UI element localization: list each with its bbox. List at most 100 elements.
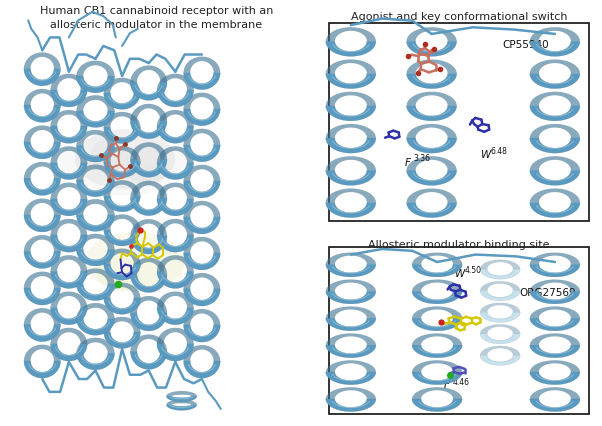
Polygon shape xyxy=(157,199,194,216)
Polygon shape xyxy=(406,106,457,121)
Polygon shape xyxy=(406,74,457,89)
Polygon shape xyxy=(326,345,376,358)
Polygon shape xyxy=(530,345,580,358)
Polygon shape xyxy=(104,215,140,230)
Polygon shape xyxy=(104,78,140,94)
Polygon shape xyxy=(326,291,376,304)
Polygon shape xyxy=(406,125,457,139)
Polygon shape xyxy=(76,284,114,301)
Ellipse shape xyxy=(84,232,185,292)
Polygon shape xyxy=(530,265,580,277)
Polygon shape xyxy=(24,53,61,69)
Polygon shape xyxy=(406,157,457,171)
Polygon shape xyxy=(104,181,140,196)
Ellipse shape xyxy=(75,130,175,190)
Polygon shape xyxy=(406,203,457,218)
Polygon shape xyxy=(51,163,87,180)
Polygon shape xyxy=(51,235,87,253)
Polygon shape xyxy=(530,139,580,154)
Polygon shape xyxy=(76,234,114,250)
Polygon shape xyxy=(326,74,376,89)
Polygon shape xyxy=(406,139,457,154)
Polygon shape xyxy=(51,127,87,144)
Polygon shape xyxy=(76,303,114,319)
Polygon shape xyxy=(412,334,462,345)
Polygon shape xyxy=(406,171,457,186)
Polygon shape xyxy=(530,125,580,139)
Polygon shape xyxy=(406,60,457,74)
Polygon shape xyxy=(184,345,220,361)
Polygon shape xyxy=(131,258,167,275)
Polygon shape xyxy=(406,92,457,106)
Polygon shape xyxy=(412,345,462,358)
Polygon shape xyxy=(157,256,194,272)
Text: Allosteric modulator binding site: Allosteric modulator binding site xyxy=(368,239,550,249)
Polygon shape xyxy=(131,275,167,293)
Polygon shape xyxy=(530,92,580,106)
Polygon shape xyxy=(166,400,197,405)
Polygon shape xyxy=(412,372,462,385)
Polygon shape xyxy=(24,142,61,159)
Polygon shape xyxy=(51,183,87,199)
Polygon shape xyxy=(530,399,580,412)
Polygon shape xyxy=(184,253,220,271)
Polygon shape xyxy=(76,338,114,353)
Polygon shape xyxy=(104,94,140,110)
Polygon shape xyxy=(166,405,197,410)
Ellipse shape xyxy=(125,147,169,185)
Polygon shape xyxy=(184,217,220,234)
Text: F: F xyxy=(444,380,450,389)
Polygon shape xyxy=(530,372,580,385)
Polygon shape xyxy=(184,165,220,181)
Polygon shape xyxy=(480,346,520,355)
Polygon shape xyxy=(131,220,167,236)
Polygon shape xyxy=(157,328,194,344)
Polygon shape xyxy=(104,196,140,212)
Polygon shape xyxy=(76,77,114,94)
Polygon shape xyxy=(157,272,194,289)
Polygon shape xyxy=(184,93,220,109)
Polygon shape xyxy=(530,387,580,399)
Polygon shape xyxy=(157,147,194,163)
Polygon shape xyxy=(184,181,220,199)
Polygon shape xyxy=(24,361,61,378)
Polygon shape xyxy=(131,351,167,369)
Polygon shape xyxy=(104,162,140,178)
Polygon shape xyxy=(480,260,520,269)
Polygon shape xyxy=(412,307,462,318)
Polygon shape xyxy=(51,344,87,361)
Text: Human CB1 cannabinoid receptor with an
allosteric modulator in the membrane: Human CB1 cannabinoid receptor with an a… xyxy=(40,6,273,29)
Polygon shape xyxy=(326,360,376,372)
Polygon shape xyxy=(24,308,61,325)
Polygon shape xyxy=(184,361,220,378)
Polygon shape xyxy=(157,111,194,127)
Polygon shape xyxy=(76,181,114,197)
Polygon shape xyxy=(326,171,376,186)
Polygon shape xyxy=(157,127,194,144)
Polygon shape xyxy=(326,42,376,57)
Polygon shape xyxy=(184,58,220,73)
Ellipse shape xyxy=(60,147,91,177)
Polygon shape xyxy=(51,219,87,235)
Polygon shape xyxy=(76,215,114,232)
Polygon shape xyxy=(530,307,580,318)
Polygon shape xyxy=(104,249,140,264)
Ellipse shape xyxy=(91,138,128,173)
Polygon shape xyxy=(51,91,87,108)
Polygon shape xyxy=(412,291,462,304)
Polygon shape xyxy=(51,292,87,308)
Polygon shape xyxy=(24,345,61,361)
Polygon shape xyxy=(157,183,194,199)
Polygon shape xyxy=(104,317,140,332)
Polygon shape xyxy=(76,165,114,181)
Polygon shape xyxy=(480,355,520,366)
Polygon shape xyxy=(131,198,167,216)
Polygon shape xyxy=(326,280,376,291)
Ellipse shape xyxy=(128,247,185,290)
Polygon shape xyxy=(412,265,462,277)
Polygon shape xyxy=(24,252,61,269)
Ellipse shape xyxy=(160,149,191,179)
Polygon shape xyxy=(104,230,140,246)
Polygon shape xyxy=(326,253,376,265)
Polygon shape xyxy=(480,303,520,312)
